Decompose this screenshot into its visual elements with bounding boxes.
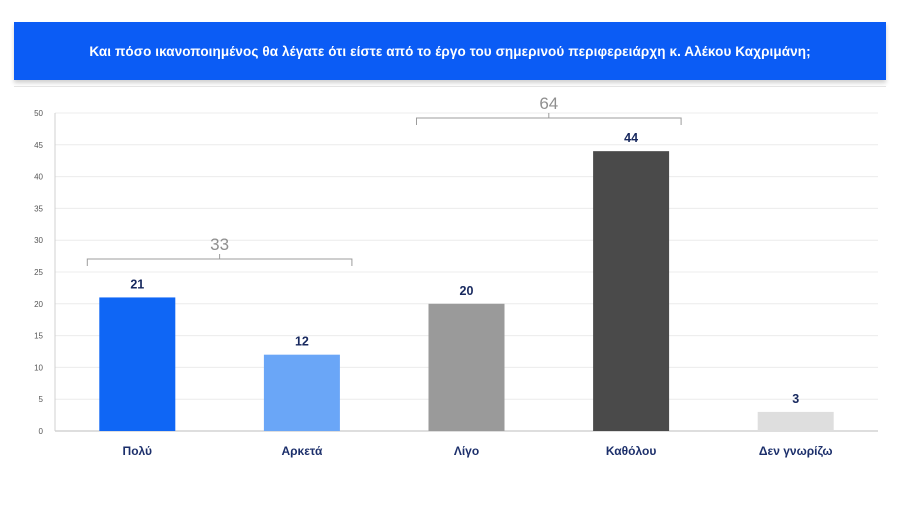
data-label: 3 <box>792 392 799 406</box>
bar <box>99 297 176 431</box>
category-label: Αρκετά <box>281 444 322 458</box>
y-tick-label: 40 <box>34 173 43 182</box>
bar <box>593 151 670 431</box>
y-tick-label: 45 <box>34 141 43 150</box>
category-label: Λίγο <box>454 444 479 458</box>
y-tick-label: 20 <box>34 300 43 309</box>
y-tick-label: 50 <box>34 109 43 118</box>
category-label: Καθόλου <box>606 444 656 458</box>
y-tick-label: 10 <box>34 363 43 372</box>
y-tick-label: 5 <box>39 395 44 404</box>
category-label: Πολύ <box>123 444 152 458</box>
data-label: 20 <box>460 284 474 298</box>
group-bracket <box>86 254 353 266</box>
title-banner: Και πόσο ικανοποιημένος θα λέγατε ότι εί… <box>14 22 886 80</box>
y-tick-label: 15 <box>34 332 43 341</box>
category-label: Δεν γνωρίζω <box>759 444 833 458</box>
bar <box>263 354 340 431</box>
group-total-label: 64 <box>539 94 558 113</box>
y-tick-label: 25 <box>34 268 43 277</box>
y-tick-label: 30 <box>34 236 43 245</box>
data-label: 44 <box>624 131 638 145</box>
y-tick-label: 0 <box>39 427 44 436</box>
bar <box>757 411 834 431</box>
y-tick-label: 35 <box>34 204 43 213</box>
chart-title: Και πόσο ικανοποιημένος θα λέγατε ότι εί… <box>89 43 811 59</box>
group-total-label: 33 <box>210 235 229 254</box>
data-label: 12 <box>295 335 309 349</box>
data-label: 21 <box>130 277 144 291</box>
header-divider <box>14 86 886 87</box>
bar <box>428 303 505 431</box>
group-bracket <box>416 113 682 125</box>
